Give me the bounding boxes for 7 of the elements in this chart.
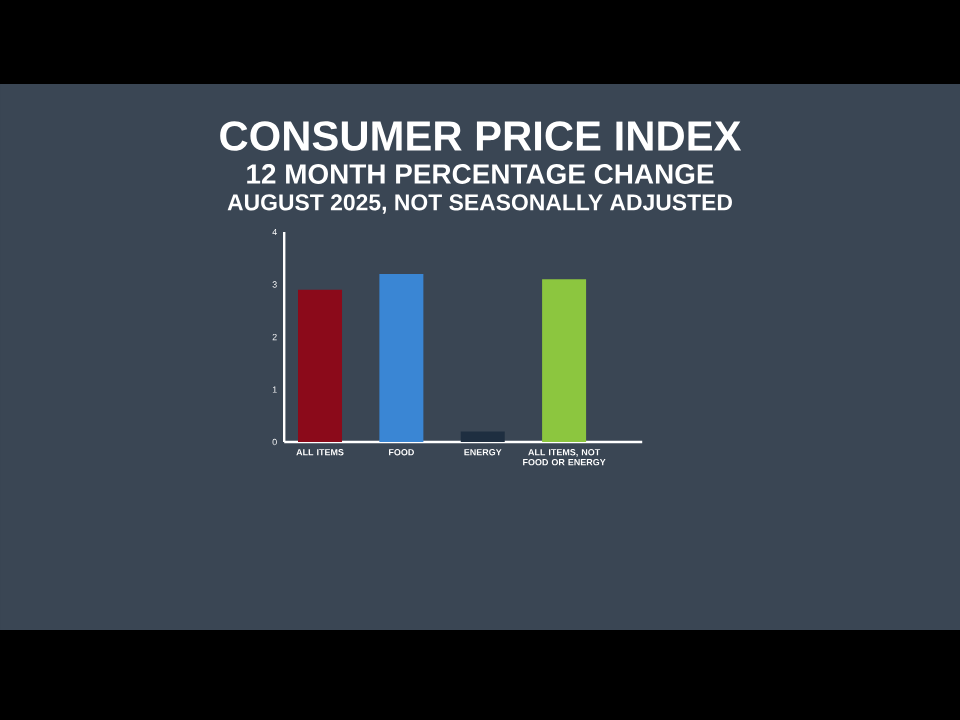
bar <box>298 289 343 442</box>
bar <box>379 274 424 442</box>
bar <box>460 431 505 442</box>
bar <box>542 279 587 442</box>
chart-subtitle: 12 MONTH PERCENTAGE CHANGE <box>247 164 714 184</box>
chart-title: CONSUMER PRICE INDEX <box>220 121 742 151</box>
text: AUGUST 2025, NOT SEASONALLY ADJUSTED <box>227 194 732 214</box>
